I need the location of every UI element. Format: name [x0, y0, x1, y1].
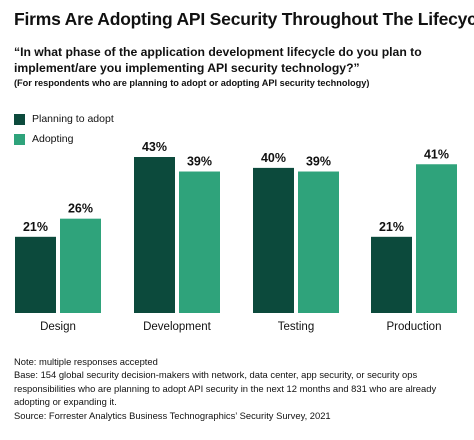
footnotes: Note: multiple responses accepted Base: …	[14, 355, 464, 422]
bar-planning-production	[371, 236, 412, 313]
data-label-planning-testing: 40%	[261, 151, 286, 165]
base-line: responsibilities who are planning to ado…	[14, 382, 437, 394]
category-label-production: Production	[387, 321, 442, 333]
category-label-testing: Testing	[278, 321, 314, 333]
data-label-planning-production: 21%	[379, 220, 404, 234]
respondents-note: (For respondents who are planning to ado…	[14, 78, 370, 88]
note-line: Note: multiple responses accepted	[14, 356, 158, 367]
source-line: Source: Forrester Analytics Business Tec…	[14, 409, 331, 421]
base-line: Base: 154 global security decision-maker…	[14, 369, 418, 381]
data-label-adopting-design: 26%	[68, 202, 93, 216]
legend: Planning to adopt Adopting	[14, 110, 114, 150]
legend-label-adopting: Adopting	[32, 133, 74, 145]
legend-label-planning: Planning to adopt	[32, 113, 114, 125]
legend-swatch-planning	[14, 113, 25, 125]
bar-adopting-production	[416, 164, 457, 313]
data-label-planning-design: 21%	[23, 220, 48, 234]
legend-item-adopting: Adopting	[14, 130, 114, 148]
bar-adopting-testing	[298, 171, 339, 313]
legend-swatch-adopting	[14, 133, 25, 145]
bar-adopting-development	[179, 171, 220, 313]
chart-title: Firms Are Adopting API Security Througho…	[14, 9, 474, 29]
data-label-adopting-testing: 39%	[306, 155, 331, 169]
bar-adopting-design	[60, 218, 101, 313]
legend-item-planning: Planning to adopt	[14, 110, 114, 128]
category-label-development: Development	[143, 321, 212, 333]
bar-planning-design	[15, 236, 56, 313]
category-label-design: Design	[40, 321, 76, 333]
data-label-planning-development: 43%	[142, 140, 167, 154]
bar-planning-development	[134, 157, 175, 313]
bar-planning-testing	[253, 167, 294, 313]
bar-chart: 21% 26% Design 43% 39% Development 40% 39% Testi…	[15, 140, 457, 333]
data-label-adopting-production: 41%	[424, 147, 449, 161]
data-label-adopting-development: 39%	[187, 155, 212, 169]
base-line: adopting or expanding it.	[14, 396, 117, 408]
survey-question: “In what phase of the application develo…	[14, 45, 422, 75]
